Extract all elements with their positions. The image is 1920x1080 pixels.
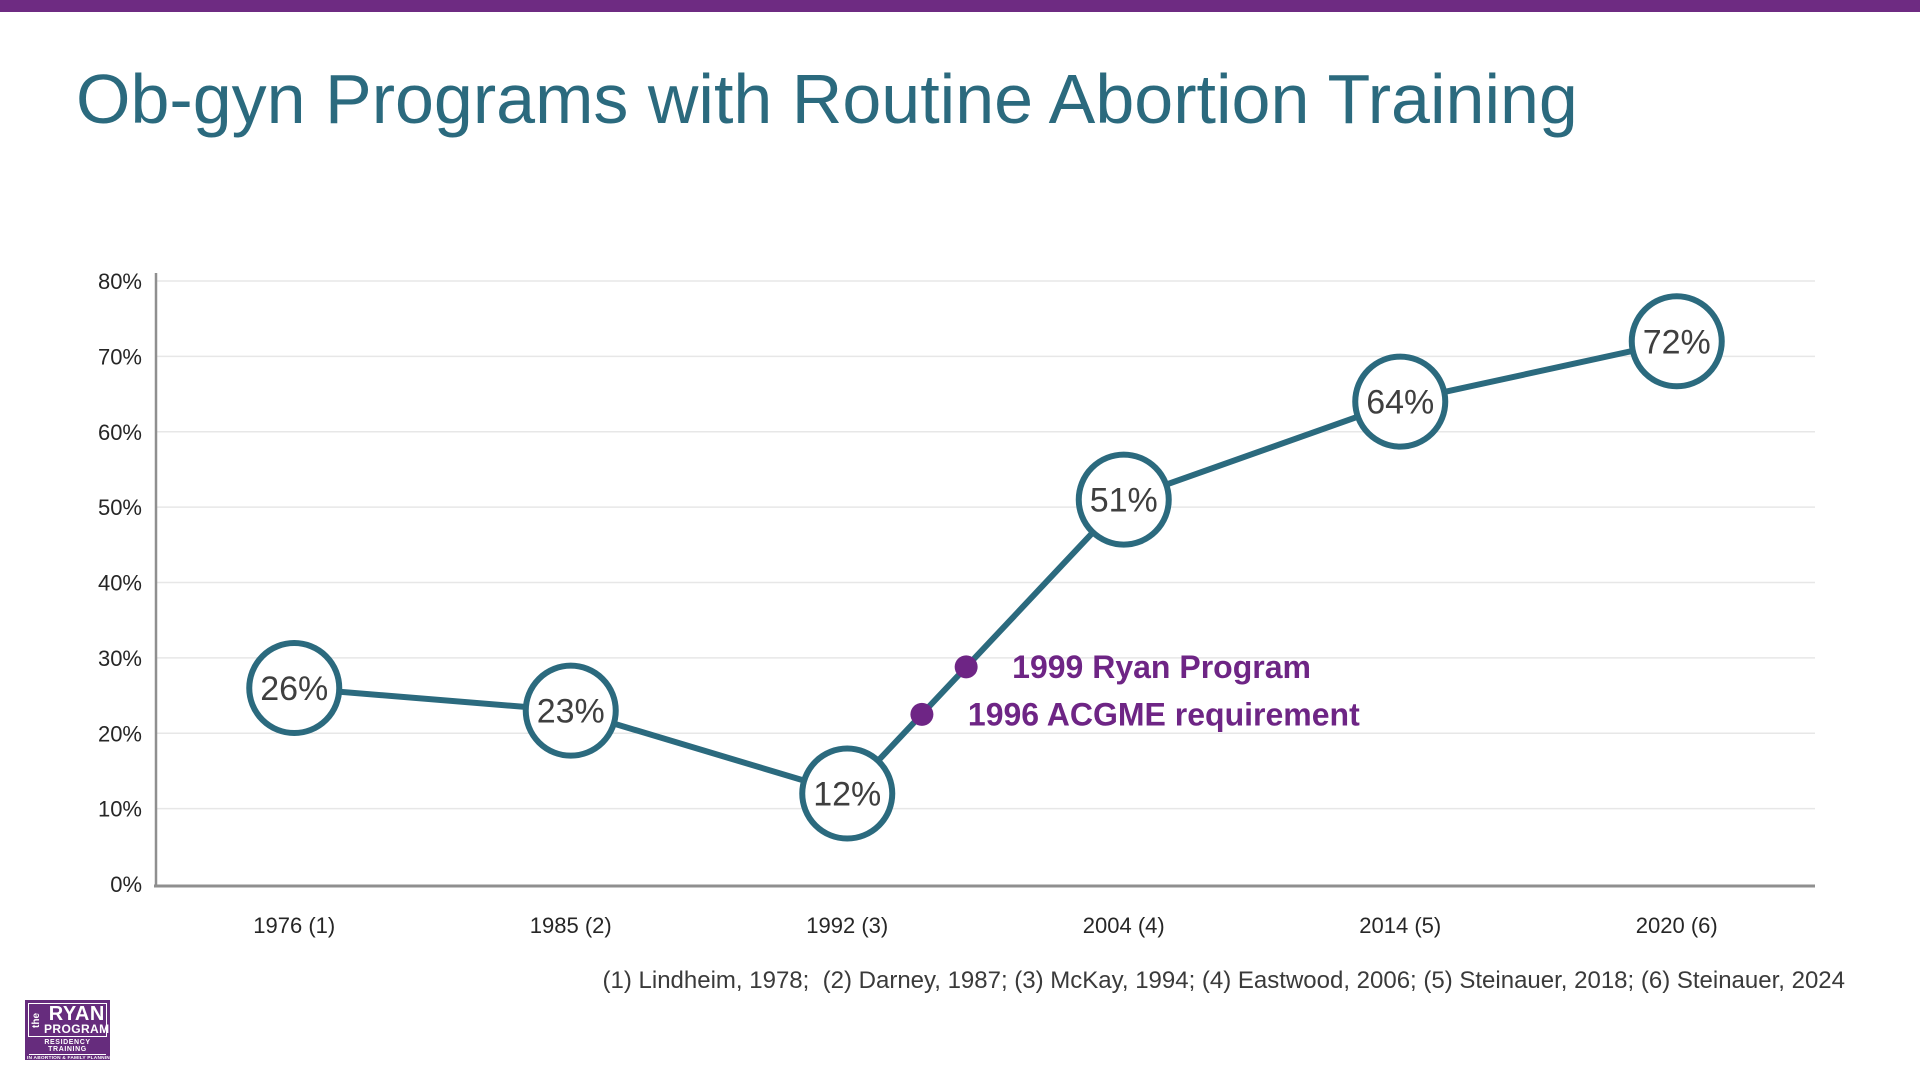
data-point-label: 26%	[260, 670, 328, 708]
x-axis-tick-label: 1976 (1)	[253, 913, 335, 938]
annotation-label: 1999 Ryan Program	[1012, 649, 1311, 685]
y-axis-tick-label: 40%	[98, 571, 142, 596]
annotation-dot	[954, 655, 978, 679]
logo-program-text: PROGRAM	[44, 1022, 110, 1036]
data-point-label: 51%	[1090, 482, 1158, 520]
data-point-marker	[246, 640, 343, 737]
logo-ryan-text: RYAN	[48, 1003, 105, 1025]
x-axis-tick-label: 1985 (2)	[530, 913, 612, 938]
ryan-program-logo: the RYAN PROGRAM RESIDENCY TRAINING IN A…	[25, 1000, 114, 1061]
logo-inner-box: the RYAN PROGRAM	[28, 1003, 110, 1037]
y-axis-tick-label: 60%	[98, 420, 142, 445]
logo-residency-training-text: RESIDENCY TRAINING	[29, 1037, 106, 1055]
top-accent-bar	[0, 0, 1920, 12]
y-axis-tick-label: 0%	[110, 872, 142, 897]
data-point-label: 12%	[813, 776, 881, 814]
data-point-marker	[1352, 353, 1449, 450]
data-point-marker	[799, 745, 896, 842]
y-axis-tick-label: 50%	[98, 495, 142, 520]
logo-main-text: RYAN PROGRAM	[44, 1003, 110, 1036]
x-axis-tick-label: 1992 (3)	[806, 913, 888, 938]
y-axis-tick-label: 20%	[98, 721, 142, 746]
data-point-marker	[1628, 293, 1725, 390]
data-point-label: 23%	[537, 693, 605, 731]
annotation-dot	[910, 702, 934, 726]
data-point-label: 72%	[1643, 323, 1711, 361]
data-point-marker	[522, 662, 619, 759]
y-axis-tick-label: 70%	[98, 344, 142, 369]
logo-the-text: the	[31, 1013, 42, 1028]
citations-footnote: (1) Lindheim, 1978; (2) Darney, 1987; (3…	[602, 967, 1845, 994]
x-axis-tick-label: 2004 (4)	[1083, 913, 1165, 938]
y-axis-tick-label: 30%	[98, 646, 142, 671]
data-point-marker	[1075, 451, 1172, 548]
y-axis-tick-label: 10%	[98, 797, 142, 822]
y-axis-tick-label: 80%	[98, 269, 142, 294]
slide-title: Ob-gyn Programs with Routine Abortion Tr…	[76, 60, 1578, 138]
logo-tagline-text: IN ABORTION & FAMILY PLANNING	[27, 1055, 114, 1061]
x-axis-tick-label: 2020 (6)	[1636, 913, 1718, 938]
x-axis-tick-label: 2014 (5)	[1359, 913, 1441, 938]
annotation-label: 1996 ACGME requirement	[968, 696, 1360, 732]
data-point-label: 64%	[1366, 384, 1434, 422]
